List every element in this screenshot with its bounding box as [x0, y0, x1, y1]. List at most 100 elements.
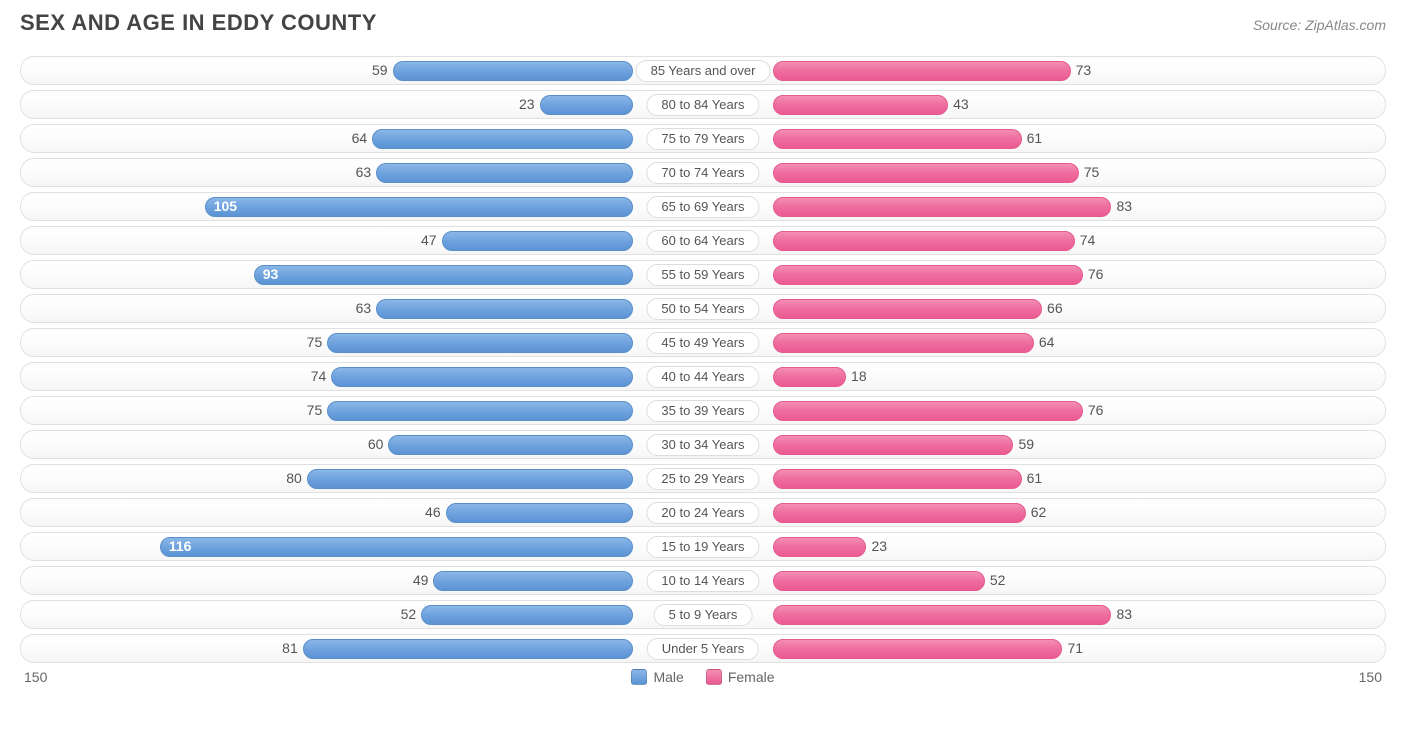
pyramid-row: 64 61 75 to 79 Years: [20, 124, 1386, 153]
pyramid-row: 756445 to 49 Years: [20, 328, 1386, 357]
female-bar: 76: [773, 265, 1083, 285]
female-bar: 71: [773, 639, 1063, 659]
female-bar: 76: [773, 401, 1083, 421]
female-bar: 73: [773, 61, 1071, 81]
male-half: 105: [21, 193, 703, 220]
age-category-label: 60 to 64 Years: [646, 230, 759, 252]
male-value: 52: [401, 606, 423, 622]
pyramid-row: 93 76 55 to 59 Years: [20, 260, 1386, 289]
male-half: 116: [21, 533, 703, 560]
male-value: 46: [425, 504, 447, 520]
age-category-label: 50 to 54 Years: [646, 298, 759, 320]
male-value: 93: [263, 266, 279, 282]
male-bar: 75: [327, 333, 633, 353]
pyramid-row: 597385 Years and over: [20, 56, 1386, 85]
female-half: 59: [703, 431, 1385, 458]
female-value: 64: [1033, 334, 1055, 350]
male-value: 116: [169, 538, 192, 554]
male-half: 46: [21, 499, 703, 526]
male-value: 23: [519, 96, 541, 112]
pyramid-row: 1058365 to 69 Years: [20, 192, 1386, 221]
male-bar: 47: [442, 231, 634, 251]
female-half: 64: [703, 329, 1385, 356]
pyramid-row: 47 74 60 to 64 Years: [20, 226, 1386, 255]
age-category-label: 70 to 74 Years: [646, 162, 759, 184]
male-half: 74: [21, 363, 703, 390]
age-category-label: 85 Years and over: [636, 60, 771, 82]
male-value: 63: [356, 164, 378, 180]
male-value: 60: [368, 436, 390, 452]
axis-max-left: 150: [24, 669, 47, 685]
female-bar: 62: [773, 503, 1026, 523]
male-value: 59: [372, 62, 394, 78]
female-bar: 43: [773, 95, 949, 115]
female-bar: 23: [773, 537, 867, 557]
age-category-label: 65 to 69 Years: [646, 196, 759, 218]
male-half: 64: [21, 125, 703, 152]
male-bar: 64: [372, 129, 633, 149]
female-value: 52: [984, 572, 1006, 588]
male-value: 81: [282, 640, 304, 656]
male-bar: 105: [205, 197, 634, 217]
female-value: 43: [947, 96, 969, 112]
female-half: 75: [703, 159, 1385, 186]
female-half: 43: [703, 91, 1385, 118]
male-bar: 81: [303, 639, 634, 659]
female-bar: 52: [773, 571, 985, 591]
female-half: 76: [703, 261, 1385, 288]
male-value: 49: [413, 572, 435, 588]
female-bar: 61: [773, 129, 1022, 149]
male-bar: 63: [376, 163, 633, 183]
female-value: 73: [1070, 62, 1092, 78]
female-bar: 74: [773, 231, 1075, 251]
pyramid-row: 234380 to 84 Years: [20, 90, 1386, 119]
pyramid-row: 63 66 50 to 54 Years: [20, 294, 1386, 323]
male-value: 64: [352, 130, 374, 146]
male-half: 23: [21, 91, 703, 118]
male-bar: 75: [327, 401, 633, 421]
male-half: 59: [21, 57, 703, 84]
female-value: 59: [1012, 436, 1034, 452]
female-half: 71: [703, 635, 1385, 662]
age-category-label: 30 to 34 Years: [646, 434, 759, 456]
female-value: 83: [1110, 606, 1132, 622]
legend-female-label: Female: [728, 669, 775, 685]
age-category-label: 35 to 39 Years: [646, 400, 759, 422]
male-half: 63: [21, 295, 703, 322]
age-category-label: 20 to 24 Years: [646, 502, 759, 524]
female-value: 61: [1021, 470, 1043, 486]
pyramid-row: 52835 to 9 Years: [20, 600, 1386, 629]
female-value: 62: [1025, 504, 1047, 520]
legend: Male Female: [631, 669, 774, 685]
male-half: 60: [21, 431, 703, 458]
age-category-label: 75 to 79 Years: [646, 128, 759, 150]
age-category-label: 55 to 59 Years: [646, 264, 759, 286]
female-value: 75: [1078, 164, 1100, 180]
female-bar: 75: [773, 163, 1079, 183]
age-category-label: 40 to 44 Years: [646, 366, 759, 388]
pyramid-row: 60 59 30 to 34 Years: [20, 430, 1386, 459]
pyramid-row: 74 18 40 to 44 Years: [20, 362, 1386, 391]
female-bar: 18: [773, 367, 846, 387]
female-value: 76: [1082, 266, 1104, 282]
female-value: 66: [1041, 300, 1063, 316]
pyramid-row: 8171Under 5 Years: [20, 634, 1386, 663]
female-swatch-icon: [706, 669, 722, 685]
pyramid-row: 46 62 20 to 24 Years: [20, 498, 1386, 527]
female-bar: 83: [773, 605, 1112, 625]
male-bar: 23: [540, 95, 634, 115]
age-category-label: 10 to 14 Years: [646, 570, 759, 592]
female-half: 23: [703, 533, 1385, 560]
population-pyramid-chart: 597385 Years and over234380 to 84 Years6…: [20, 56, 1386, 663]
male-half: 63: [21, 159, 703, 186]
male-value: 74: [311, 368, 333, 384]
male-half: 75: [21, 397, 703, 424]
female-half: 73: [703, 57, 1385, 84]
female-half: 66: [703, 295, 1385, 322]
chart-title: SEX AND AGE IN EDDY COUNTY: [20, 10, 377, 36]
pyramid-row: 806125 to 29 Years: [20, 464, 1386, 493]
female-half: 61: [703, 465, 1385, 492]
male-half: 93: [21, 261, 703, 288]
male-value: 63: [356, 300, 378, 316]
legend-male: Male: [631, 669, 683, 685]
